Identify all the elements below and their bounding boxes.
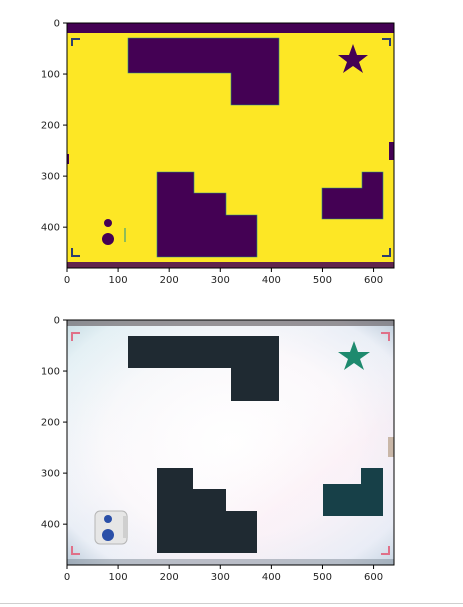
y-tick-label: 300 — [41, 172, 60, 183]
x-tick-label: 300 — [211, 275, 230, 286]
y-tick-label: 100 — [41, 70, 60, 81]
x-tick-label: 100 — [109, 275, 128, 286]
mask-y-axis: 0 100 200 300 400 — [41, 19, 67, 234]
x-tick-label: 500 — [313, 572, 332, 583]
x-tick-label: 500 — [313, 275, 332, 286]
x-tick-label: 400 — [262, 572, 281, 583]
x-tick-label: 200 — [160, 275, 179, 286]
photo-frame — [66, 319, 395, 566]
photo-side-tab — [388, 437, 394, 457]
photo-bottom-edge — [67, 559, 394, 565]
x-tick-label: 600 — [364, 275, 383, 286]
mask-frame — [66, 22, 395, 269]
photo-y-axis: 0 100 200 300 400 — [41, 316, 67, 531]
y-tick-label: 200 — [41, 418, 60, 429]
mask-x-axis: 0 100 200 300 400 500 600 — [64, 268, 383, 286]
star-icon — [338, 44, 368, 73]
mask-top-band — [67, 23, 394, 33]
x-tick-label: 0 — [64, 572, 70, 583]
x-tick-label: 300 — [211, 572, 230, 583]
mask-obstacle-bottom — [156, 171, 258, 258]
x-tick-label: 600 — [364, 572, 383, 583]
x-tick-label: 100 — [109, 572, 128, 583]
mask-obstacle-top — [127, 37, 280, 106]
photo-panel: 0 100 200 300 400 500 600 0 100 200 300 400 — [41, 316, 395, 583]
y-tick-label: 300 — [41, 469, 60, 480]
photo-x-axis: 0 100 200 300 400 500 600 — [64, 565, 383, 583]
bottom-divider — [0, 603, 463, 604]
photo-obstacle-top — [128, 336, 279, 401]
x-tick-label: 0 — [64, 275, 70, 286]
x-tick-label: 200 — [160, 572, 179, 583]
mask-panel: 0 100 200 300 400 500 600 0 100 200 300 400 — [41, 19, 395, 286]
mask-side-notch-right — [389, 142, 394, 160]
photo-top-edge — [67, 320, 394, 326]
mask-side-notch-left — [67, 154, 69, 164]
mask-bottom-band — [67, 262, 394, 268]
y-tick-label: 200 — [41, 121, 60, 132]
y-tick-label: 400 — [41, 520, 60, 531]
y-tick-label: 100 — [41, 367, 60, 378]
y-tick-label: 0 — [54, 19, 60, 30]
photo-obstacle-bottom — [157, 468, 257, 553]
robot-dot-large — [102, 233, 114, 245]
y-tick-label: 400 — [41, 223, 60, 234]
mask-corner-markers — [71, 38, 391, 257]
robot-icon — [94, 510, 128, 545]
star-icon — [338, 341, 370, 370]
robot-dot-small — [104, 219, 112, 227]
x-tick-label: 400 — [262, 275, 281, 286]
y-tick-label: 0 — [54, 316, 60, 327]
mask-obstacle-right — [321, 171, 384, 220]
photo-obstacle-right — [323, 468, 383, 516]
photo-corner-markers — [71, 332, 390, 555]
